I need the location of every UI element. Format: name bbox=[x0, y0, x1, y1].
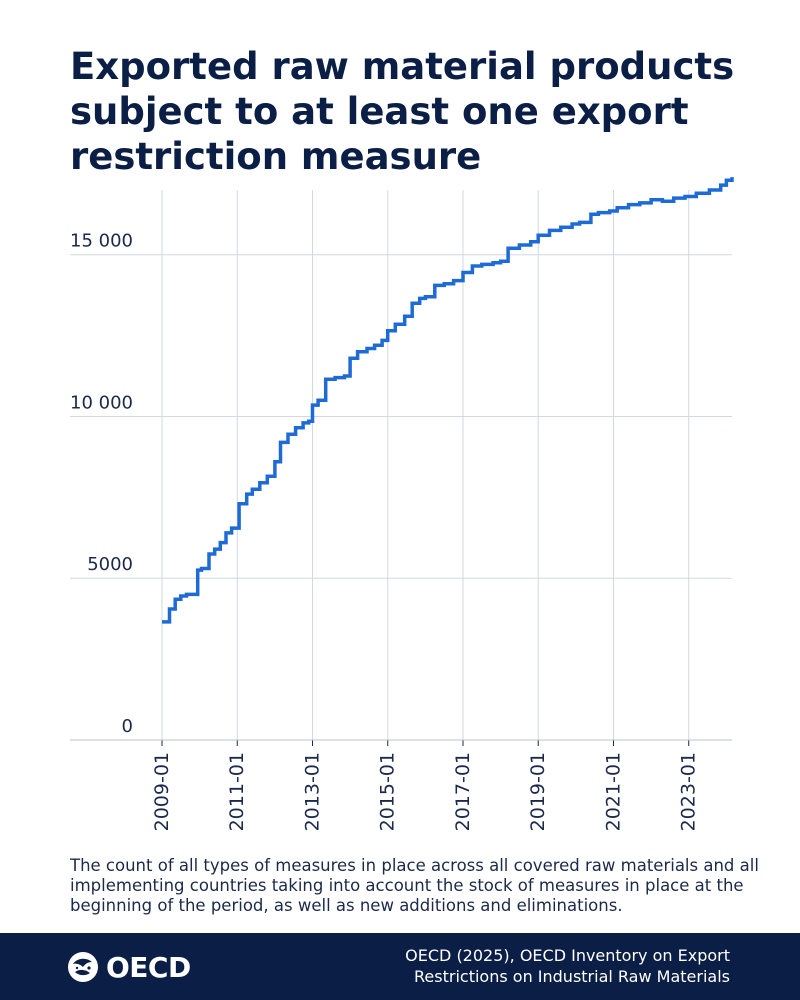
series-layer bbox=[162, 177, 734, 624]
oecd-logo[interactable]: OECD bbox=[66, 950, 191, 984]
x-tick-label: 2009-01 bbox=[151, 752, 173, 831]
source-citation[interactable]: OECD (2025), OECD Inventory on Export Re… bbox=[405, 946, 730, 986]
x-tick-label: 2021-01 bbox=[602, 752, 624, 831]
x-tick-label: 2023-01 bbox=[678, 752, 700, 831]
x-tick-label: 2011-01 bbox=[226, 752, 248, 831]
axis-labels: 2009-01 2011-01 2013-01 2015-01 2017-01 2019-… bbox=[70, 231, 700, 832]
chart-note: The count of all types of measures in pl… bbox=[70, 856, 759, 915]
x-tick-label: 2013-01 bbox=[301, 752, 323, 831]
oecd-logo-text: OECD bbox=[106, 950, 191, 984]
oecd-globe-icon bbox=[68, 952, 98, 982]
footer-bar: OECD OECD (2025), OECD Inventory on Expo… bbox=[0, 933, 800, 1000]
y-tick-label: 15 000 bbox=[70, 231, 133, 252]
y-tick-label: 0 bbox=[122, 716, 133, 737]
gridlines bbox=[70, 190, 732, 746]
line-chart: 2009-01 2011-01 2013-01 2015-01 2017-01 2019-… bbox=[70, 177, 734, 832]
chart-title: Exported raw material products subject t… bbox=[70, 45, 735, 178]
y-tick-label: 5000 bbox=[87, 554, 133, 575]
x-tick-label: 2019-01 bbox=[527, 752, 549, 831]
x-tick-label: 2017-01 bbox=[452, 752, 474, 831]
y-tick-label: 10 000 bbox=[70, 392, 133, 413]
x-tick-label: 2015-01 bbox=[377, 752, 399, 831]
series-line bbox=[162, 177, 734, 624]
